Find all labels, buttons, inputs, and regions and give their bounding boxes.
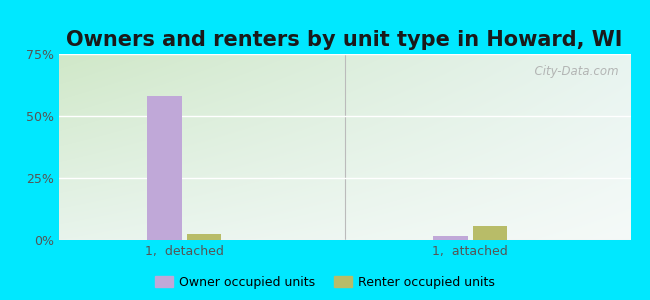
- Legend: Owner occupied units, Renter occupied units: Owner occupied units, Renter occupied un…: [150, 271, 500, 294]
- Title: Owners and renters by unit type in Howard, WI: Owners and renters by unit type in Howar…: [66, 30, 623, 50]
- Text: City-Data.com: City-Data.com: [527, 65, 619, 78]
- Bar: [473, 226, 507, 240]
- Bar: [434, 236, 468, 240]
- Bar: [148, 96, 182, 240]
- Bar: [187, 234, 221, 240]
